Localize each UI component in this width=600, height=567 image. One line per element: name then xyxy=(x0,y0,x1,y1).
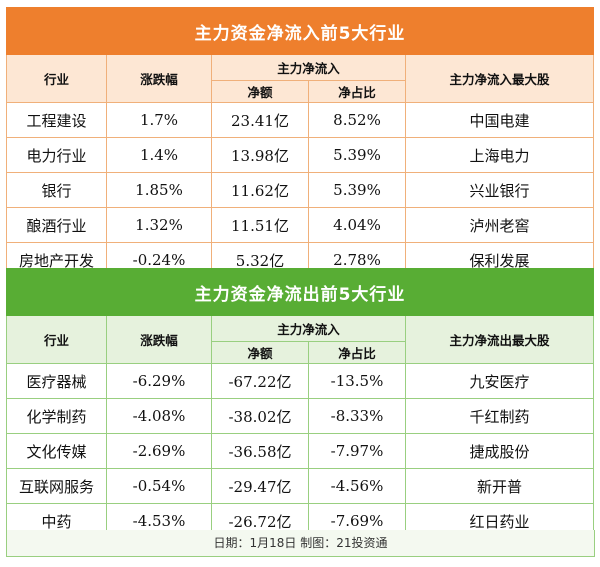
table-row: 电力行业 1.4% 13.98亿 5.39% 上海电力 xyxy=(6,137,595,173)
cell-top-stock: 泸州老窖 xyxy=(404,207,595,243)
cell-net-ratio: -8.33% xyxy=(308,398,406,434)
cell-net-ratio: -4.56% xyxy=(308,468,406,504)
cell-top-stock: 新开普 xyxy=(404,468,595,504)
cell-net-amount: -67.22亿 xyxy=(211,363,309,399)
cell-change: -0.54% xyxy=(106,468,212,504)
cell-top-stock: 九安医疗 xyxy=(404,363,595,399)
cell-net-ratio: 5.39% xyxy=(308,172,406,208)
cell-net-ratio: 4.04% xyxy=(308,207,406,243)
outflow-table: 主力资金净流出前5大行业 行业 涨跌幅 主力净流入 主力净流出最大股 净额 净占… xyxy=(5,268,595,539)
inflow-title: 主力资金净流入前5大行业 xyxy=(5,7,595,55)
cell-industry: 医疗器械 xyxy=(6,363,107,399)
inflow-table: 主力资金净流入前5大行业 行业 涨跌幅 主力净流入 主力净流入最大股 净额 净占… xyxy=(5,7,595,278)
outflow-title: 主力资金净流出前5大行业 xyxy=(5,268,595,316)
cell-industry: 化学制药 xyxy=(6,398,107,434)
header-industry: 行业 xyxy=(6,54,107,103)
cell-industry: 工程建设 xyxy=(6,102,107,138)
cell-net-amount: -38.02亿 xyxy=(211,398,309,434)
table-row: 酿酒行业 1.32% 11.51亿 4.04% 泸州老窖 xyxy=(6,207,595,243)
table-row: 银行 1.85% 11.62亿 5.39% 兴业银行 xyxy=(6,172,595,208)
header-net-amount: 净额 xyxy=(211,80,309,103)
table-row: 文化传媒 -2.69% -36.58亿 -7.97% 捷成股份 xyxy=(6,433,595,469)
cell-industry: 文化传媒 xyxy=(6,433,107,469)
cell-net-ratio: 5.39% xyxy=(308,137,406,173)
cell-net-ratio: -13.5% xyxy=(308,363,406,399)
cell-industry: 电力行业 xyxy=(6,137,107,173)
header-net-amount: 净额 xyxy=(211,341,309,364)
cell-net-amount: 23.41亿 xyxy=(211,102,309,138)
table-row: 工程建设 1.7% 23.41亿 8.52% 中国电建 xyxy=(6,102,595,138)
cell-change: 1.32% xyxy=(106,207,212,243)
header-main-flow: 主力净流入 xyxy=(211,315,406,342)
cell-net-ratio: -7.97% xyxy=(308,433,406,469)
cell-net-amount: 11.62亿 xyxy=(211,172,309,208)
cell-net-amount: 13.98亿 xyxy=(211,137,309,173)
header-top-stock: 主力净流出最大股 xyxy=(404,315,595,364)
header-industry: 行业 xyxy=(6,315,107,364)
cell-top-stock: 上海电力 xyxy=(404,137,595,173)
header-net-ratio: 净占比 xyxy=(308,341,406,364)
cell-change: 1.7% xyxy=(106,102,212,138)
table-row: 互联网服务 -0.54% -29.47亿 -4.56% 新开普 xyxy=(6,468,595,504)
cell-top-stock: 千红制药 xyxy=(404,398,595,434)
cell-industry: 银行 xyxy=(6,172,107,208)
cell-change: 1.4% xyxy=(106,137,212,173)
cell-net-amount: 11.51亿 xyxy=(211,207,309,243)
header-main-flow: 主力净流入 xyxy=(211,54,406,81)
header-change: 涨跌幅 xyxy=(106,54,212,103)
cell-top-stock: 捷成股份 xyxy=(404,433,595,469)
header-top-stock: 主力净流入最大股 xyxy=(404,54,595,103)
cell-industry: 互联网服务 xyxy=(6,468,107,504)
table-row: 化学制药 -4.08% -38.02亿 -8.33% 千红制药 xyxy=(6,398,595,434)
header-change: 涨跌幅 xyxy=(106,315,212,364)
cell-change: 1.85% xyxy=(106,172,212,208)
cell-top-stock: 兴业银行 xyxy=(404,172,595,208)
header-net-ratio: 净占比 xyxy=(308,80,406,103)
cell-net-ratio: 8.52% xyxy=(308,102,406,138)
cell-change: -4.08% xyxy=(106,398,212,434)
cell-change: -2.69% xyxy=(106,433,212,469)
cell-net-amount: -36.58亿 xyxy=(211,433,309,469)
cell-top-stock: 中国电建 xyxy=(404,102,595,138)
cell-industry: 酿酒行业 xyxy=(6,207,107,243)
cell-change: -6.29% xyxy=(106,363,212,399)
cell-net-amount: -29.47亿 xyxy=(211,468,309,504)
table-row: 医疗器械 -6.29% -67.22亿 -13.5% 九安医疗 xyxy=(6,363,595,399)
footer-caption: 日期：1月18日 制图：21投资通 xyxy=(6,530,595,557)
